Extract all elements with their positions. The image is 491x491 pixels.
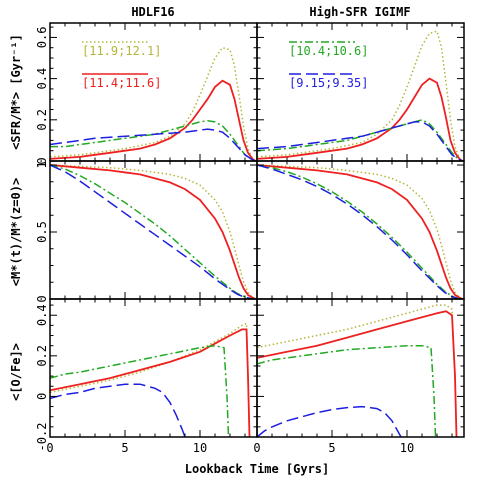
series-line-blue [50,128,256,161]
series-line-olive [257,304,458,437]
legend-label-olive: [11.9;12.1] [82,44,161,58]
y-tick-label: 0 [35,393,49,400]
panel-0-1: [10.4;10.6] [9.15;9.35] [256,22,465,162]
y-tick-label: 0 [35,157,49,164]
y-axis-label-sfr: <SFR/M*> [Gyr⁻¹] [9,34,23,150]
y-tick-label: 1 [35,161,49,168]
x-tick-label: 5 [121,441,128,455]
x-tick-label: 10 [400,441,414,455]
series-line-olive [257,30,463,161]
series-line-green [257,118,463,161]
series-line-green [50,120,256,161]
x-tick-label: 0 [46,441,53,455]
panels-group: 0 0.2 0.4 0.6 [11.9;12.1] [11.4;11.6] [10.4;10… [35,22,465,455]
series-line-green [50,164,256,299]
panel-frame [256,160,465,300]
y-tick-label: 0.2 [35,345,49,367]
panel-1-1 [256,160,465,300]
panel-frame [256,298,465,438]
series-line-blue [257,405,402,437]
legend-label-blue: [9.15;9.35] [289,76,368,90]
y-axis-label-mass: <M*(t)/M*(z=0)> [9,178,23,286]
legend-label-red: [11.4;11.6] [82,76,161,90]
series-line-blue [50,164,256,299]
series-line-olive [50,164,256,299]
series-line-blue [257,121,463,161]
x-axis-label: Lookback Time [Gyrs] [185,462,330,476]
series-line-green [257,164,463,299]
series-line-green [257,344,437,437]
y-tick-label: 0.6 [35,27,49,49]
series-line-red [257,77,464,161]
series-line-blue [50,383,186,437]
series-line-blue [257,164,463,299]
panel-0-0: 0 0.2 0.4 0.6 [11.9;12.1] [11.4;11.6] [35,22,258,165]
series-line-red [257,310,458,437]
panel-1-0: 00.51 [35,160,258,303]
x-tick-label: 10 [193,441,207,455]
y-tick-label: 0 [35,295,49,302]
legend-label-green: [10.4;10.6] [289,44,368,58]
column-title-right: High-SFR IGIMF [309,5,410,19]
panel-2-0: -0.200.20.40 5 10 [35,298,258,455]
series-line-red [50,328,251,437]
panel-2-1: 0 5 10 [253,298,465,455]
x-tick-label: 0 [253,441,260,455]
series-line-red [50,164,256,299]
y-tick-label: 0.5 [35,221,49,243]
column-title-left: HDLF16 [131,5,174,19]
y-tick-label: 0.4 [35,304,49,326]
x-tick-label: 5 [328,441,335,455]
y-tick-label: 0.2 [35,109,49,131]
series-line-red [257,164,463,299]
y-tick-label: 0.4 [35,68,49,90]
series-line-green [50,344,230,437]
series-line-olive [50,322,251,437]
y-axis-label-ofe: <[O/Fe]> [9,343,23,401]
series-line-olive [50,46,256,161]
y-tick-label: -0.2 [35,423,49,452]
series-line-red [50,79,257,161]
